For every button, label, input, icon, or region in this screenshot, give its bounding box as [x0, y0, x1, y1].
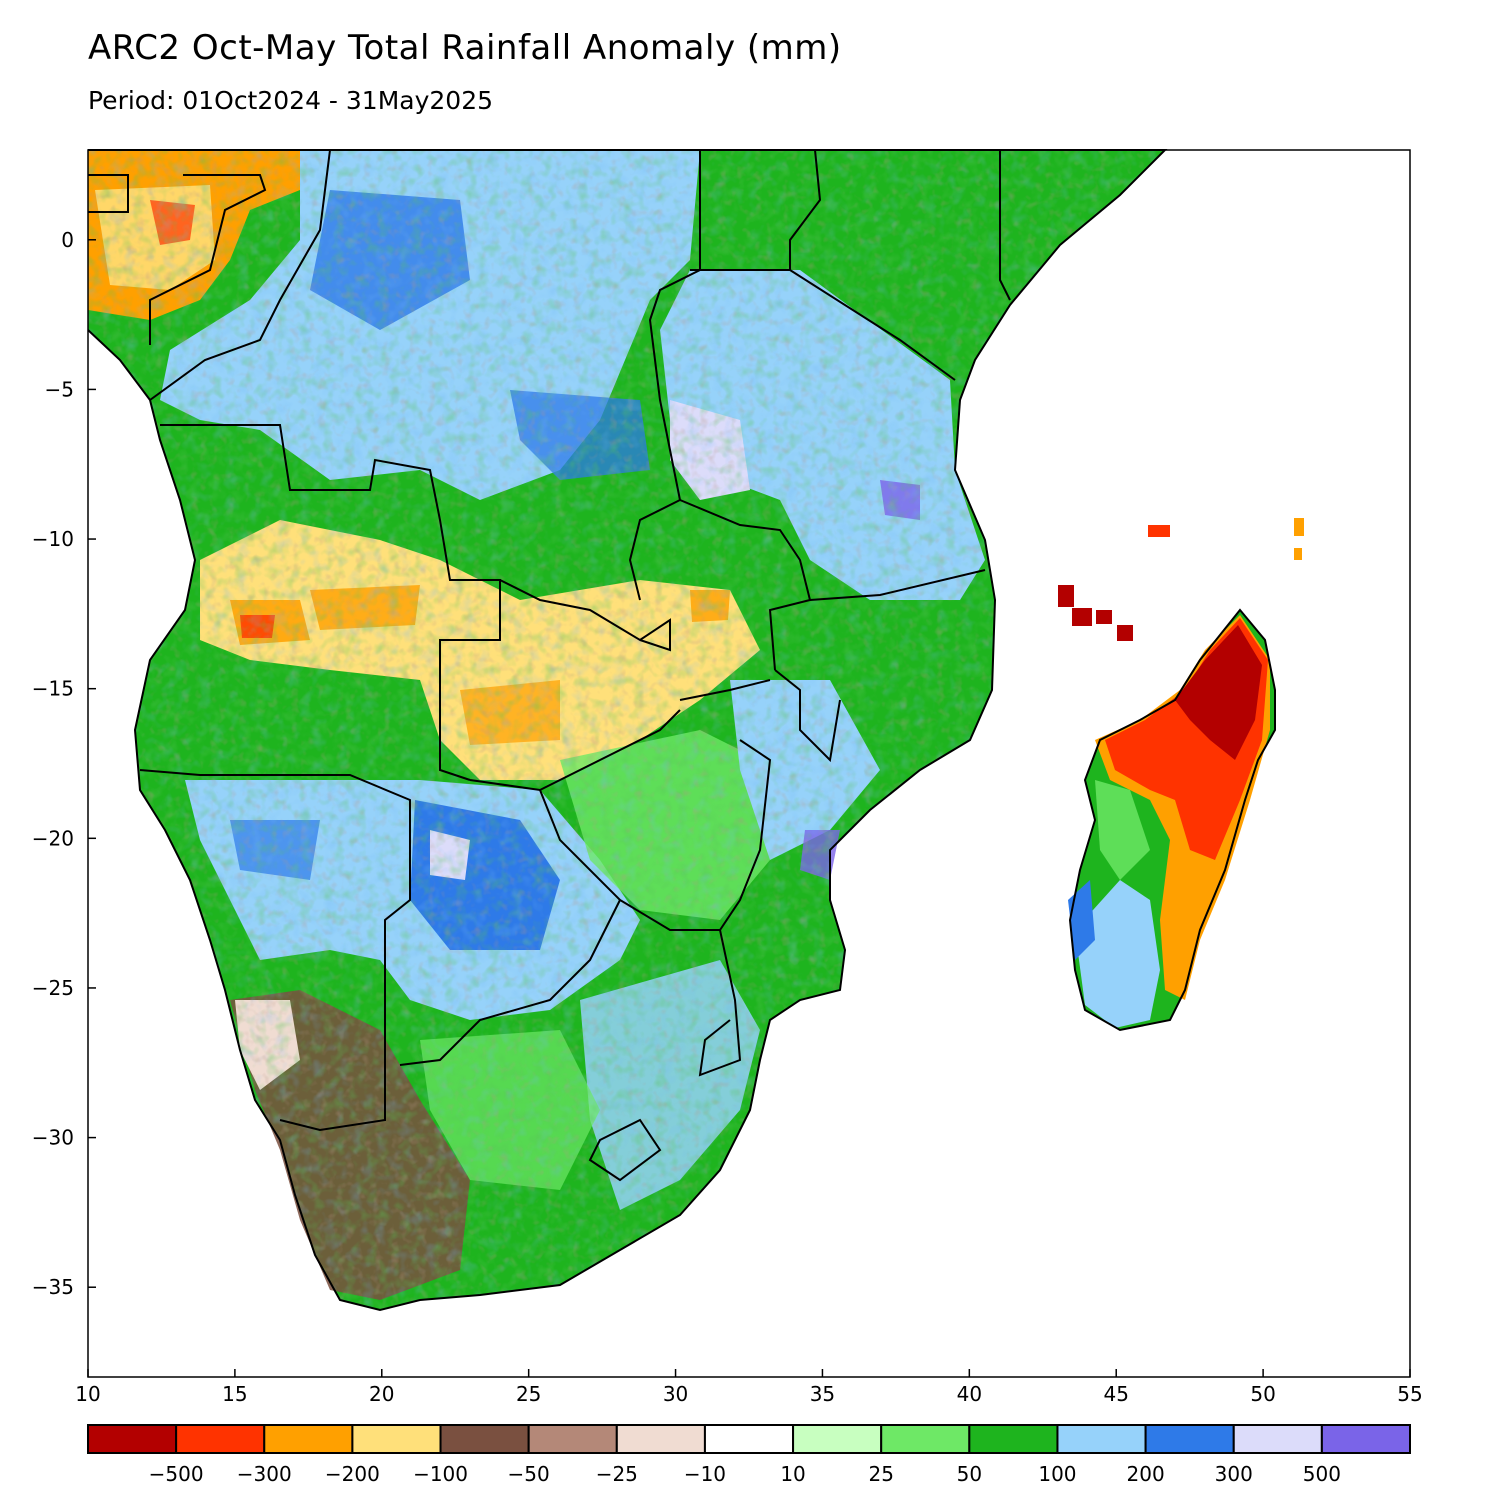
madagascar-deficit-darkred: [1175, 625, 1262, 760]
colorbar-swatch: [263, 1424, 354, 1454]
colorbar-swatch: [968, 1424, 1059, 1454]
colorbar-swatch: [703, 1424, 795, 1454]
x-tick-label: 10: [75, 1382, 100, 1406]
colorbar-label: −25: [596, 1462, 638, 1486]
colorbar-label: −300: [237, 1462, 292, 1486]
colorbar-label: 25: [868, 1462, 893, 1486]
seychelles-island-1: [1294, 518, 1304, 536]
colorbar-label: 500: [1303, 1462, 1341, 1486]
y-tick-label: 0: [61, 228, 74, 252]
comoros-island-3: [1096, 610, 1112, 624]
colorbar: −500 −300 −200 −100 −50 −25 −10 10 25 50 100 200 300…: [87, 1424, 1412, 1486]
y-tick-label: −20: [32, 826, 74, 850]
comoros-island-1: [1058, 585, 1074, 607]
y-tick-label: −10: [32, 527, 74, 551]
map-period: Period: 01Oct2024 - 31May2025: [88, 86, 494, 115]
x-tick-label: 35: [810, 1382, 835, 1406]
comoros-island-4: [1117, 625, 1133, 641]
colorbar-swatch: [87, 1424, 178, 1454]
colorbar-label: −50: [508, 1462, 550, 1486]
country-borders: [87, 149, 1168, 1312]
colorbar-swatch: [1056, 1424, 1147, 1454]
madagascar-west-mixed: [1095, 780, 1150, 880]
madagascar-border: [1068, 608, 1276, 1032]
x-tick-label: 55: [1397, 1382, 1422, 1406]
y-tick-label: −35: [32, 1275, 74, 1299]
colorbar-swatch: [792, 1424, 883, 1454]
x-tick-label: 15: [222, 1382, 247, 1406]
colorbar-label: 50: [957, 1462, 982, 1486]
x-tick-label: 45: [1103, 1382, 1128, 1406]
x-tick-label: 30: [663, 1382, 688, 1406]
y-axis: 0 −5 −10 −15 −20 −25 −30 −35: [32, 228, 96, 1299]
colorbar-label: −10: [684, 1462, 726, 1486]
x-tick-label: 25: [516, 1382, 541, 1406]
colorbar-label: 10: [780, 1462, 805, 1486]
plot-frame: [87, 149, 1411, 1378]
x-tick-label: 20: [369, 1382, 394, 1406]
map-title: ARC2 Oct-May Total Rainfall Anomaly (mm): [88, 28, 842, 68]
y-tick-label: −15: [32, 677, 74, 701]
colorbar-swatch: [615, 1424, 706, 1454]
map-content: [88, 150, 1304, 1310]
colorbar-swatch: [175, 1424, 266, 1454]
colorbar-swatch: [527, 1424, 618, 1454]
colorbar-label: −200: [325, 1462, 380, 1486]
colorbar-label: 200: [1127, 1462, 1165, 1486]
aldabra-island: [1148, 525, 1170, 537]
x-axis: 10 15 20 25 30 35 40 45 50 55: [75, 1369, 1423, 1406]
colorbar-swatch: [1320, 1424, 1412, 1454]
colorbar-swatch: [1232, 1424, 1323, 1454]
colorbar-swatch: [1144, 1424, 1235, 1454]
y-tick-label: −30: [32, 1126, 74, 1150]
colorbar-swatch: [880, 1424, 971, 1454]
colorbar-swatch: [351, 1424, 442, 1454]
y-tick-label: −25: [32, 976, 74, 1000]
x-tick-label: 50: [1250, 1382, 1275, 1406]
seychelles-island-2: [1294, 548, 1302, 560]
x-tick-label: 40: [957, 1382, 982, 1406]
comoros-island-2: [1072, 608, 1092, 626]
colorbar-label: −500: [149, 1462, 204, 1486]
colorbar-label: 100: [1038, 1462, 1076, 1486]
madagascar-south-surplus: [1075, 880, 1160, 1028]
colorbar-swatch: [439, 1424, 530, 1454]
colorbar-label: 300: [1215, 1462, 1253, 1486]
y-tick-label: −5: [45, 377, 74, 401]
colorbar-label: −100: [413, 1462, 468, 1486]
